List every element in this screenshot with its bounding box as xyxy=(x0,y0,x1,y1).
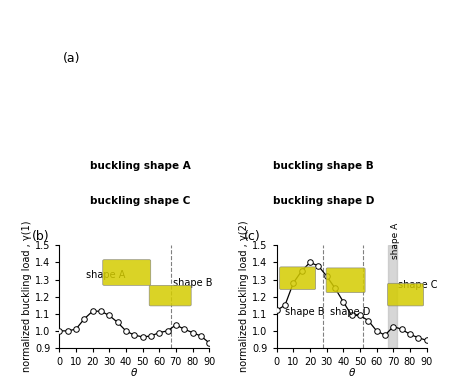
Text: buckling shape D: buckling shape D xyxy=(273,196,374,206)
X-axis label: θ: θ xyxy=(131,368,137,378)
Text: (c): (c) xyxy=(244,230,260,243)
Y-axis label: normalized buckling load , γ(1): normalized buckling load , γ(1) xyxy=(22,221,32,372)
Text: shape A: shape A xyxy=(86,270,126,280)
Text: shape B: shape B xyxy=(285,307,325,317)
Text: shape C: shape C xyxy=(398,280,438,290)
Y-axis label: normalized buckling load , γ(2): normalized buckling load , γ(2) xyxy=(239,221,249,373)
Text: shape B: shape B xyxy=(173,278,212,289)
FancyBboxPatch shape xyxy=(388,283,424,306)
FancyBboxPatch shape xyxy=(149,285,191,306)
Text: (b): (b) xyxy=(32,230,50,243)
FancyBboxPatch shape xyxy=(280,267,316,289)
Text: buckling shape C: buckling shape C xyxy=(90,196,190,206)
Text: shape D: shape D xyxy=(330,307,370,317)
Text: shape A: shape A xyxy=(391,223,400,259)
Bar xyxy=(388,245,397,348)
Text: (a): (a) xyxy=(63,52,81,65)
X-axis label: θ: θ xyxy=(348,368,355,378)
Text: buckling shape A: buckling shape A xyxy=(90,161,191,171)
FancyBboxPatch shape xyxy=(326,268,365,292)
Text: buckling shape B: buckling shape B xyxy=(273,161,374,171)
FancyBboxPatch shape xyxy=(103,260,151,285)
